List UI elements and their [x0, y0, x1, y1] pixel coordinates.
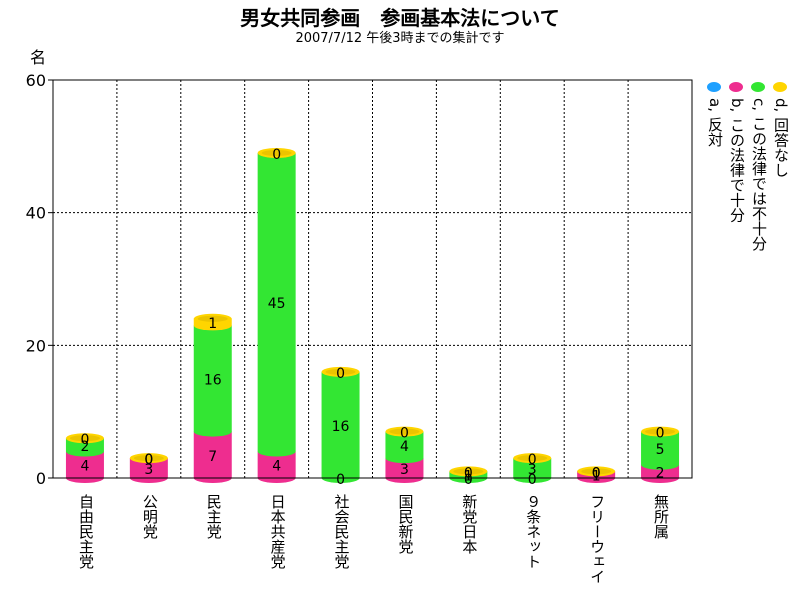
data-label: 5 [656, 442, 665, 458]
chart-title: 男女共同参画 参画基本法について [240, 6, 560, 30]
bar-segment-body [385, 431, 424, 464]
data-label: 2 [80, 439, 89, 455]
data-label: 0 [528, 472, 537, 488]
data-label: 0 [336, 366, 345, 382]
bar-top-cap-inner [453, 468, 484, 475]
bar-segment [385, 431, 424, 464]
data-label: 0 [464, 465, 473, 481]
data-label: 0 [144, 452, 153, 468]
data-label: 0 [528, 452, 537, 468]
data-label: 4 [400, 439, 409, 455]
bar-segment [257, 152, 296, 457]
x-tick-label: 民主党 [204, 494, 223, 539]
bar-top-cap-inner [517, 455, 548, 462]
data-label: 1 [464, 469, 473, 485]
bar-segment-body [65, 438, 104, 457]
y-tick-label: 60 [26, 71, 46, 90]
data-label: 2 [656, 465, 665, 481]
bar-segment [257, 451, 296, 483]
bar-top-cap-inner [325, 368, 356, 375]
x-tick-label: 自由民主党 [76, 494, 95, 569]
data-label: 1 [592, 469, 601, 485]
data-label: 4 [272, 459, 281, 475]
data-label: 0 [464, 472, 473, 488]
bar-segment [129, 458, 168, 483]
legend-label: b, この法律で十分 [728, 98, 746, 223]
bar-top-cap-inner [261, 149, 292, 156]
bar-segment [513, 458, 552, 483]
legend-label: c, この法律では不十分 [750, 98, 768, 251]
data-label: 16 [204, 373, 222, 389]
bar-segment-body [129, 458, 168, 483]
data-label: 0 [336, 472, 345, 488]
data-label: 45 [268, 296, 286, 312]
bar-segment-body [257, 152, 296, 457]
bar-segment [321, 371, 360, 483]
data-label: 0 [592, 465, 601, 481]
y-tick-label: 40 [26, 204, 46, 223]
data-label: 3 [400, 462, 409, 478]
chart-subtitle: 2007/7/12 午後3時までの集計です [295, 31, 505, 46]
bar-segment [65, 451, 104, 483]
bar-top-cap-inner [581, 468, 612, 475]
y-axis-label: 名 [30, 48, 47, 67]
bar-top-cap-inner [389, 428, 420, 435]
data-label: 3 [144, 462, 153, 478]
legend-label: a, 反対 [706, 98, 724, 147]
legend-swatch [751, 82, 765, 92]
bar-segment-body [641, 431, 680, 470]
data-label: 0 [656, 426, 665, 442]
data-label: 0 [592, 465, 601, 481]
x-tick-label: 国民新党 [396, 494, 415, 554]
legend-swatch [707, 82, 721, 92]
x-tick-label: 公明党 [140, 494, 159, 539]
bar-segment [385, 458, 424, 483]
data-label: 0 [144, 452, 153, 468]
bar-segment-body [513, 458, 552, 483]
bar-segment-body [385, 458, 424, 483]
data-label: 16 [332, 419, 350, 435]
legend-label: d, 回答なし [772, 98, 790, 178]
bar-top-cap-inner [197, 315, 228, 322]
bar-top-cap-inner [645, 428, 676, 435]
x-tick-label: 無所属 [652, 494, 671, 539]
x-tick-label: 日本共産党 [268, 494, 287, 569]
bar-segment-body [65, 451, 104, 483]
bar-segment-body [257, 451, 296, 483]
bar-segment [641, 431, 680, 470]
bar-segment-body [321, 371, 360, 483]
data-label: 3 [528, 462, 537, 478]
bar-segment [193, 325, 232, 437]
bar-segment-body [193, 431, 232, 483]
y-tick-label: 20 [26, 336, 46, 355]
bar-top-cap-inner [69, 435, 100, 442]
x-tick-label: 社会民主党 [332, 494, 351, 569]
bar-segment-body [193, 325, 232, 437]
x-tick-label: フリーウェイ [588, 494, 607, 584]
bar-segment [65, 438, 104, 457]
legend-swatch [773, 82, 787, 92]
bar-segment [193, 431, 232, 483]
data-label: 0 [80, 432, 89, 448]
legend-swatch [729, 82, 743, 92]
data-label: 0 [272, 147, 281, 163]
data-label: 4 [80, 459, 89, 475]
data-label: 1 [208, 316, 217, 332]
bar-top-cap-inner [133, 455, 164, 462]
x-tick-label: ９条ネット [524, 494, 543, 569]
data-label: 0 [400, 426, 409, 442]
x-tick-label: 新党日本 [460, 494, 479, 554]
plot-area [52, 79, 693, 479]
y-tick-label: 0 [36, 469, 46, 488]
data-label: 7 [208, 449, 217, 465]
